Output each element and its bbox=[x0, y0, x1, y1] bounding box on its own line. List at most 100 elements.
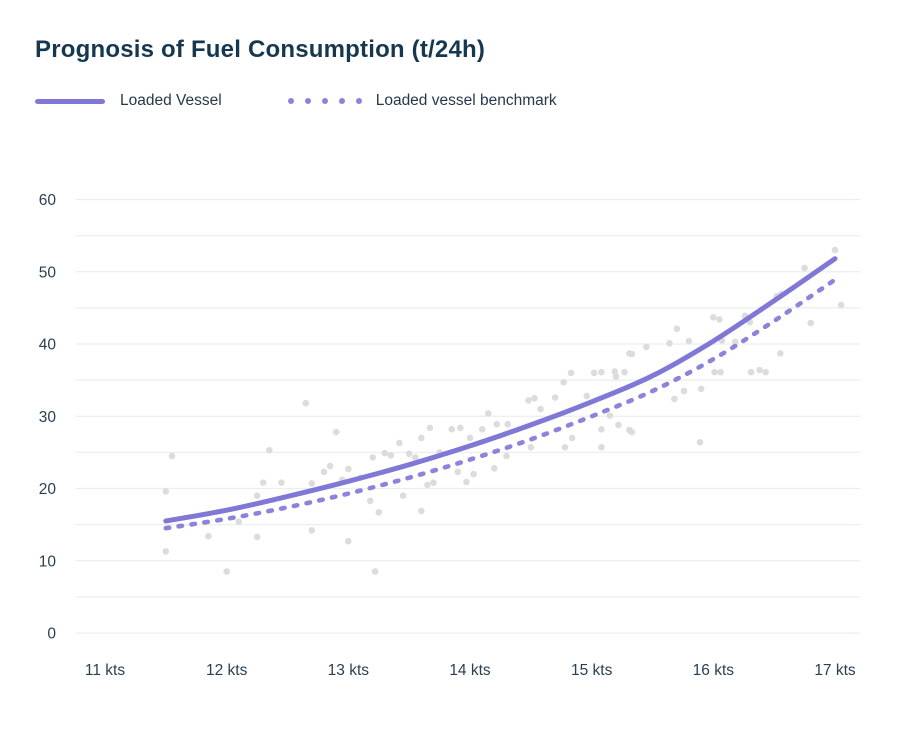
scatter-point bbox=[405, 450, 413, 458]
scatter-point bbox=[162, 548, 170, 555]
scatter-point bbox=[308, 480, 316, 487]
scatter-point bbox=[369, 454, 377, 461]
scatter-point bbox=[503, 452, 510, 460]
scatter-point bbox=[717, 368, 724, 376]
scatter-point bbox=[332, 428, 340, 436]
scatter-point bbox=[463, 478, 470, 486]
scatter-point bbox=[345, 465, 352, 473]
scatter-point bbox=[666, 340, 673, 347]
scatter-point bbox=[747, 368, 755, 376]
scatter-point bbox=[837, 301, 845, 309]
scatter-point bbox=[831, 246, 839, 254]
scatter-point bbox=[531, 394, 538, 402]
scatter-point bbox=[621, 368, 628, 376]
scatter-point bbox=[762, 368, 769, 376]
scatter-point bbox=[326, 462, 334, 470]
x-tick-label: 16 kts bbox=[693, 662, 735, 679]
x-tick-label: 15 kts bbox=[571, 662, 613, 679]
scatter-point bbox=[308, 527, 316, 534]
scatter-point bbox=[710, 314, 717, 321]
scatter-point bbox=[643, 343, 650, 351]
y-tick-label: 10 bbox=[39, 553, 57, 570]
scatter-point bbox=[537, 405, 544, 413]
scatter-point bbox=[396, 439, 403, 447]
y-tick-label: 30 bbox=[39, 409, 57, 426]
scatter-point bbox=[466, 434, 474, 442]
scatter-point bbox=[491, 465, 498, 472]
scatter-point bbox=[426, 424, 434, 432]
x-tick-label: 17 kts bbox=[814, 662, 856, 679]
scatter-point bbox=[551, 394, 559, 401]
scatter-point bbox=[493, 420, 501, 428]
scatter-point bbox=[375, 509, 383, 516]
scatter-point bbox=[457, 424, 464, 432]
scatter-point bbox=[470, 470, 477, 478]
legend-item-benchmark[interactable]: Loaded vessel benchmark bbox=[287, 92, 557, 110]
scatter-point bbox=[583, 392, 591, 400]
scatter-point bbox=[598, 368, 605, 376]
scatter-point bbox=[205, 532, 212, 540]
scatter-point bbox=[615, 421, 622, 429]
scatter-point bbox=[590, 369, 598, 377]
scatter-point bbox=[801, 264, 808, 272]
scatter-point bbox=[478, 426, 486, 433]
chart-title: Prognosis of Fuel Consumption (t/24h) bbox=[35, 36, 486, 63]
scatter-point bbox=[716, 316, 723, 323]
scatter-point bbox=[430, 479, 437, 487]
scatter-point bbox=[345, 537, 352, 545]
scatter-point bbox=[711, 368, 718, 376]
scatter-point bbox=[302, 399, 310, 407]
scatter-point bbox=[777, 350, 784, 357]
scatter-point bbox=[731, 338, 739, 346]
scatter-point bbox=[162, 488, 170, 495]
solid-line-swatch-icon bbox=[35, 98, 105, 104]
x-tick-label: 14 kts bbox=[449, 662, 491, 679]
scatter-point bbox=[598, 444, 605, 451]
legend: Loaded Vessel Loaded vessel benchmark bbox=[35, 92, 557, 110]
legend-item-loaded-vessel[interactable]: Loaded Vessel bbox=[35, 92, 222, 110]
scatter-point bbox=[671, 395, 678, 403]
scatter-point bbox=[628, 350, 636, 358]
y-tick-label: 60 bbox=[39, 192, 57, 209]
y-tick-label: 50 bbox=[39, 264, 57, 281]
scatter-point bbox=[278, 479, 285, 487]
scatter-point bbox=[454, 468, 462, 476]
scatter-point bbox=[266, 446, 273, 454]
legend-label-benchmark: Loaded vessel benchmark bbox=[375, 92, 557, 109]
y-tick-label: 40 bbox=[39, 337, 57, 354]
scatter-point bbox=[612, 373, 620, 380]
scatter-point bbox=[561, 444, 569, 451]
scatter-point bbox=[235, 518, 243, 525]
scatter-point bbox=[673, 325, 681, 333]
scatter-point bbox=[320, 468, 328, 476]
scatter-point bbox=[697, 385, 705, 393]
scatter-point bbox=[685, 337, 693, 345]
scatter-point bbox=[628, 428, 636, 436]
scatter-point bbox=[568, 434, 576, 442]
scatter-point bbox=[253, 533, 261, 541]
scatter-point bbox=[485, 410, 492, 417]
scatter-point bbox=[525, 397, 532, 404]
fuel-consumption-plot: 0 10 20 30 40 50 60 11 kts 12 kts 13 kts 14 kts 15 … bbox=[39, 192, 860, 679]
y-tick-label: 20 bbox=[39, 481, 57, 498]
scatter-point bbox=[756, 366, 763, 374]
scatter-point bbox=[448, 426, 456, 433]
scatter-point bbox=[371, 568, 379, 575]
scatter-point bbox=[387, 452, 395, 459]
scatter-point bbox=[606, 412, 614, 419]
dotted-line-swatch-icon bbox=[287, 98, 362, 104]
scatter-point bbox=[223, 568, 230, 575]
scatter-point bbox=[527, 444, 535, 451]
scatter-point bbox=[567, 369, 575, 377]
scatter-point bbox=[381, 449, 389, 457]
scatter-point bbox=[366, 497, 374, 505]
scatter-point bbox=[412, 454, 419, 461]
benchmark-line bbox=[163, 277, 838, 531]
scatter-point bbox=[680, 387, 688, 395]
scatter-point bbox=[253, 492, 261, 500]
x-tick-label: 11 kts bbox=[85, 662, 125, 679]
x-tick-label: 12 kts bbox=[206, 662, 248, 679]
scatter-point bbox=[504, 420, 512, 428]
scatter-point bbox=[696, 439, 704, 446]
